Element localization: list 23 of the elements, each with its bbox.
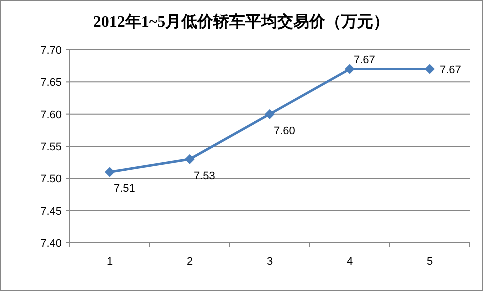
x-tick-label: 1 [106, 256, 114, 268]
point [265, 109, 275, 120]
y-tick-label: 7.65 [40, 77, 62, 90]
point [425, 64, 435, 74]
y-tick-label: 7.40 [40, 238, 62, 250]
point [185, 154, 195, 164]
y-tick-label: 7.55 [40, 142, 62, 154]
y-tick-label: 7.60 [40, 109, 62, 122]
data-label: 7.67 [440, 64, 462, 76]
point [105, 167, 115, 178]
point [345, 64, 355, 74]
data-label: 7.53 [194, 170, 216, 182]
data-label: 7.60 [274, 125, 296, 138]
data-label: 7.51 [114, 183, 136, 196]
x-tick-label: 2 [186, 256, 194, 268]
x-tick-label: 4 [346, 256, 354, 268]
chart-title: 2012年1~5月低价轿车平均交易价（万元） [93, 12, 390, 31]
data-label: 7.67 [354, 54, 376, 66]
x-tick-label: 5 [426, 256, 434, 268]
y-tick-label: 7.50 [40, 174, 62, 186]
y-tick-label: 7.70 [40, 45, 62, 57]
y-tick-label: 7.45 [40, 206, 62, 218]
x-tick-label: 3 [266, 256, 274, 268]
